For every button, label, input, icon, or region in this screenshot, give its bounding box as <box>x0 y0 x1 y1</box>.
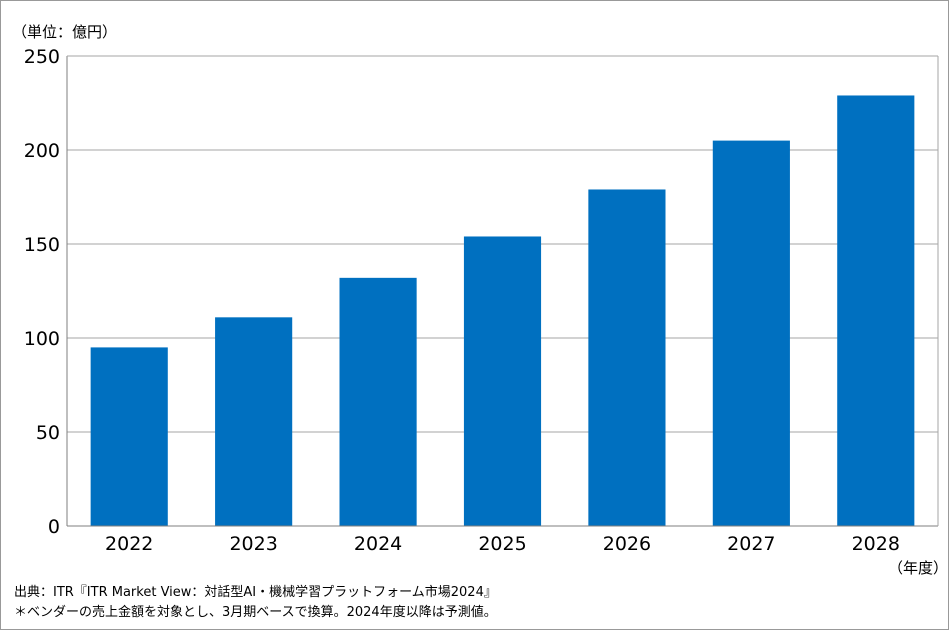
x-tick-label: 2026 <box>603 533 651 555</box>
y-tick-label: 100 <box>24 328 60 350</box>
y-tick-label: 150 <box>24 234 60 256</box>
y-unit-label: （単位：億円） <box>12 23 118 41</box>
bar <box>339 277 417 526</box>
bar <box>712 140 790 526</box>
y-tick-label: 250 <box>24 46 60 68</box>
x-unit-label: （年度） <box>888 559 949 577</box>
axes <box>66 55 939 527</box>
y-tick-label: 50 <box>36 422 60 444</box>
y-tick-labels: 0 50 100 150 200 250 <box>24 46 60 538</box>
x-tick-labels: 2022 2023 2024 2025 2026 2027 2028 <box>105 533 900 555</box>
x-tick-label: 2023 <box>229 533 277 555</box>
bar <box>837 95 915 526</box>
bar <box>463 236 542 527</box>
x-tick-label: 2025 <box>478 533 526 555</box>
x-tick-label: 2024 <box>354 533 402 555</box>
bar <box>588 189 666 527</box>
x-tick-label: 2027 <box>727 533 775 555</box>
forecast-note: ＊ベンダーの売上金額を対象とし、3月期ベースで換算。2024年度以降は予測値。 <box>14 605 497 620</box>
bars <box>90 95 915 527</box>
bar <box>215 317 293 526</box>
x-tick-label: 2028 <box>852 533 900 555</box>
y-tick-label: 0 <box>48 516 60 538</box>
x-tick-label: 2022 <box>105 533 153 555</box>
y-tick-label: 200 <box>24 140 60 162</box>
bar <box>90 347 168 526</box>
source-note: 出典：ITR『ITR Market View：対話型AI・機械学習プラットフォー… <box>14 585 497 600</box>
